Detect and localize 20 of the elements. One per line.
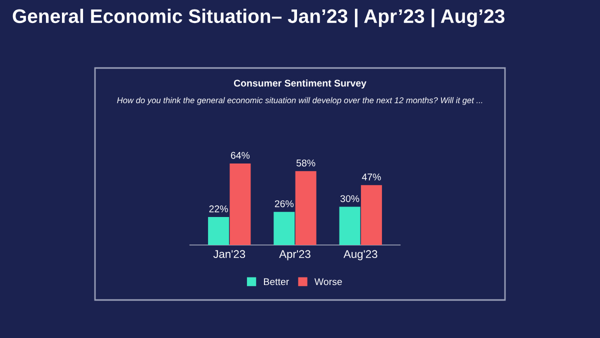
data-label: 64% <box>230 152 250 159</box>
data-label: 58% <box>296 160 316 166</box>
x-tick-label: Apr'23 <box>279 250 310 260</box>
bar <box>295 171 316 245</box>
text: How do you think the general economic situation will develop over the next 12 months? Will it get ... <box>117 97 482 105</box>
chart-subtitle: Consumer Sentiment Survey <box>234 79 366 89</box>
x-tick-label: Jan'23 <box>213 250 246 258</box>
chart-title: General Economic Situation– Jan’23 | Apr’23 | Aug’23 <box>12 8 504 28</box>
legend-label: Better <box>264 278 289 286</box>
data-label: 22% <box>209 205 228 212</box>
bar <box>274 212 295 245</box>
x-tick-label: Aug'23 <box>344 250 378 260</box>
legend-label: Worse <box>314 278 342 286</box>
data-label: 47% <box>362 174 381 180</box>
data-label: 26% <box>274 200 294 208</box>
data-label: 30% <box>340 195 360 202</box>
bar <box>208 216 230 245</box>
bar <box>360 185 382 245</box>
bar <box>230 164 251 245</box>
bar <box>339 206 360 245</box>
